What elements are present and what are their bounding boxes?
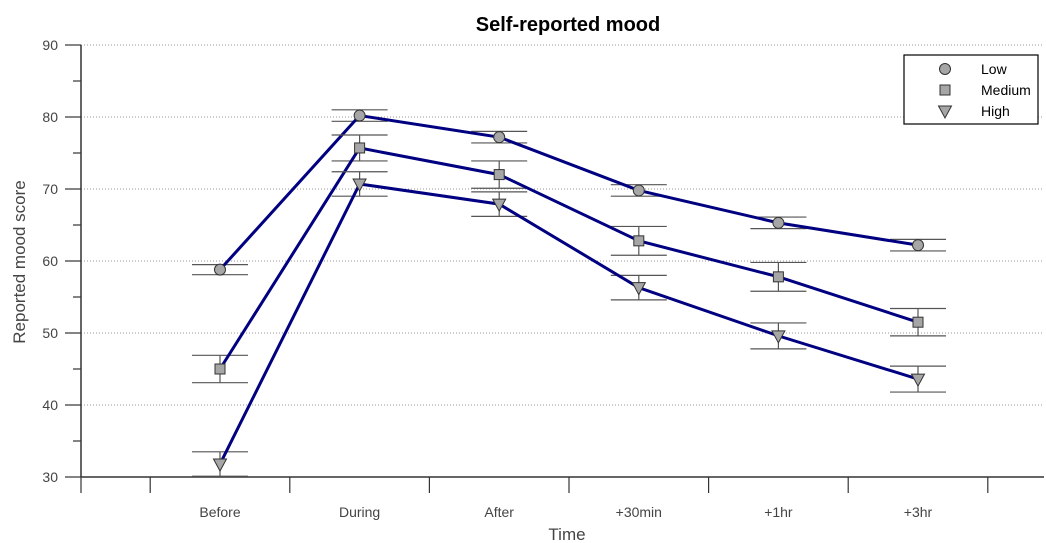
data-point [910, 373, 926, 388]
axes [65, 44, 1044, 493]
legend-label-low: Low [981, 61, 1008, 77]
legend-box [903, 54, 1039, 125]
series-low [192, 109, 946, 276]
series-line [218, 113, 919, 271]
data-point [212, 458, 228, 473]
data-point [772, 271, 784, 283]
y-tick-label-90: 90 [42, 37, 58, 53]
data-point [214, 363, 226, 375]
data-point [353, 109, 366, 122]
y-tick-label-50: 50 [42, 325, 58, 341]
legend-label-high: High [981, 103, 1010, 119]
data-point [352, 178, 367, 193]
data-point [912, 239, 924, 252]
data-point [214, 263, 226, 276]
y-tick-label-30: 30 [42, 469, 58, 485]
data-point [912, 316, 924, 328]
data-point [771, 330, 786, 344]
data-point [772, 216, 785, 229]
data-point [354, 142, 366, 154]
legend: Low Medium High [903, 54, 1039, 125]
y-tick-label-60: 60 [42, 253, 58, 269]
legend-marker-high [937, 105, 953, 120]
legend-label-medium: Medium [981, 82, 1031, 98]
data-point [633, 235, 645, 247]
data-point [491, 198, 507, 213]
y-tick-label-80: 80 [42, 109, 58, 125]
series-line [218, 182, 919, 465]
data-point [493, 169, 505, 181]
data-point [632, 184, 645, 197]
x-tick-label: +3hr [904, 504, 933, 520]
y-tick-label-70: 70 [42, 181, 58, 197]
grid-lines [81, 44, 1044, 478]
series-medium [192, 134, 946, 384]
y-tick-label-40: 40 [42, 397, 58, 413]
series-line [218, 146, 919, 370]
x-tick-label: After [484, 504, 514, 520]
legend-marker-low [939, 63, 951, 75]
legend-marker-medium [939, 84, 951, 96]
tick-labels: 30 40 50 60 70 80 90 Before During After +30min +1h… [42, 37, 932, 520]
x-tick-label: +30min [616, 504, 662, 520]
data-point [631, 282, 647, 296]
series [192, 109, 946, 477]
x-tick-label: +1hr [764, 504, 793, 520]
x-tick-label: Before [199, 504, 240, 520]
y-axis-label: Reported mood score [10, 180, 29, 343]
data-point [493, 131, 506, 144]
x-axis-label: Time [548, 525, 585, 543]
x-tick-label: During [339, 504, 380, 520]
chart-title: Self-reported mood [476, 14, 660, 36]
series-high [192, 171, 946, 477]
